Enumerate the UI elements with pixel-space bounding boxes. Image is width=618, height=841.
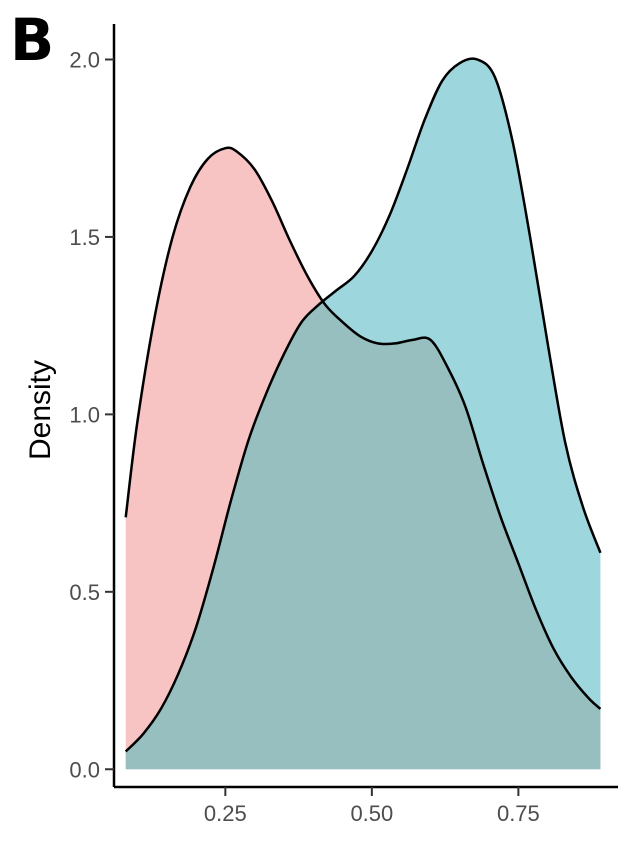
- y-tick-label: 1.5: [69, 225, 100, 250]
- y-tick-label: 2.0: [69, 47, 100, 72]
- x-tick-label: 0.50: [350, 801, 393, 826]
- axes: 0.0 0.5 1.0 1.5 2.0 0.25 0.50 0.75: [69, 24, 618, 826]
- y-axis-title: Density: [24, 360, 57, 460]
- y-tick-label: 1.0: [69, 402, 100, 427]
- y-tick-label: 0.0: [69, 757, 100, 782]
- panel-label: B: [10, 6, 54, 74]
- y-tick-label: 0.5: [69, 580, 100, 605]
- x-tick-label: 0.75: [497, 801, 540, 826]
- density-line-1: [124, 146, 602, 710]
- density-line-2: [124, 57, 602, 753]
- density-areas: [124, 57, 602, 770]
- x-tick-label: 0.25: [204, 801, 247, 826]
